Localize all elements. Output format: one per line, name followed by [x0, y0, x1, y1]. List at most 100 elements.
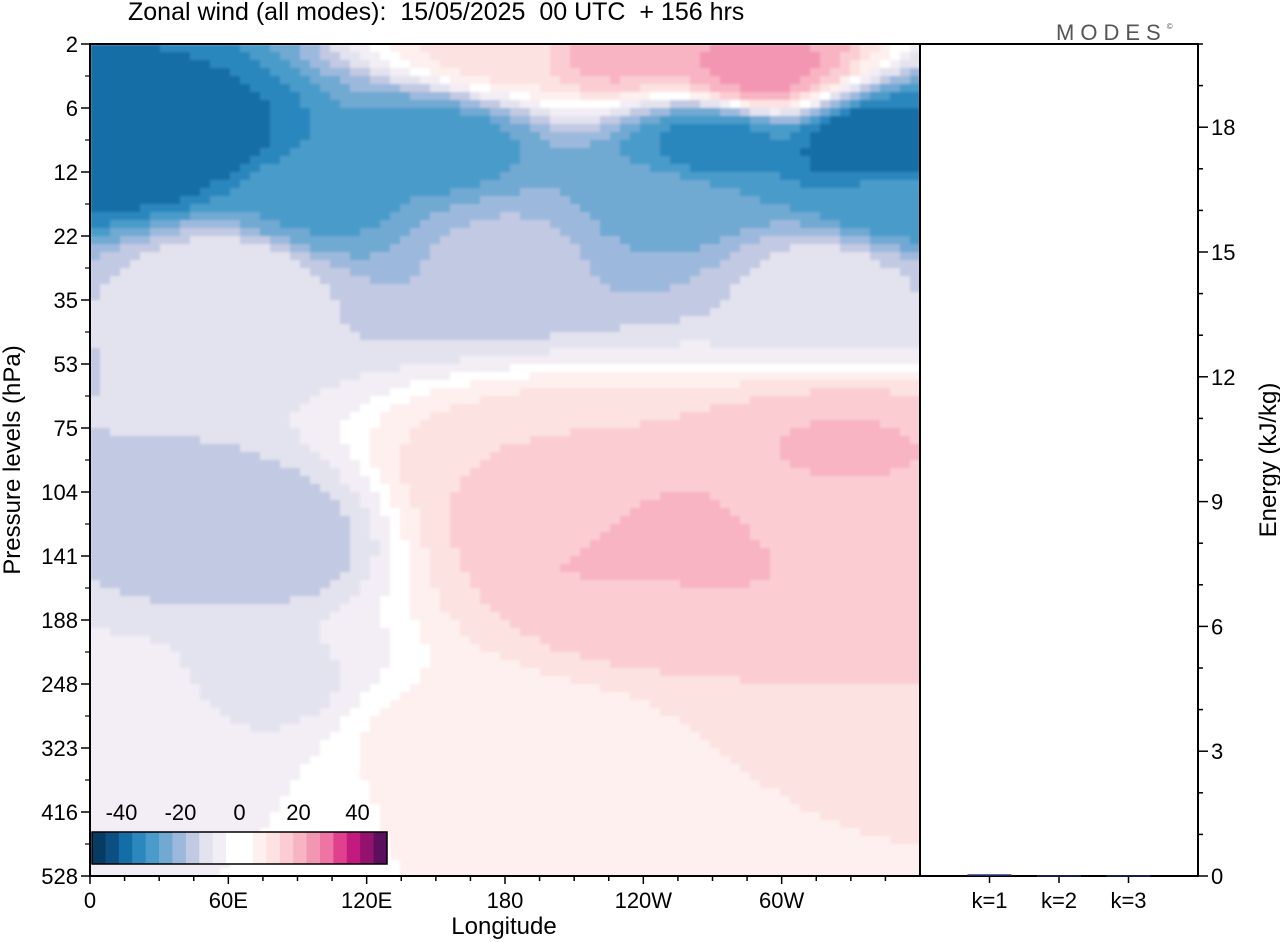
field-cell — [690, 380, 701, 389]
field-cell — [610, 412, 621, 421]
field-cell — [110, 308, 121, 317]
field-cell — [590, 364, 601, 373]
field-cell — [410, 92, 421, 101]
field-cell — [910, 428, 920, 437]
field-cell — [110, 388, 121, 397]
field-cell — [110, 116, 121, 125]
field-cell — [370, 516, 381, 525]
field-cell — [520, 300, 531, 309]
field-cell — [120, 388, 131, 397]
field-cell — [900, 340, 911, 349]
field-cell — [660, 316, 671, 325]
field-cell — [410, 468, 421, 477]
field-cell — [610, 508, 621, 517]
field-cell — [730, 228, 741, 237]
field-cell — [260, 244, 271, 253]
field-cell — [200, 140, 211, 149]
field-cell — [90, 332, 101, 341]
field-cell — [130, 324, 141, 333]
field-cell — [330, 348, 341, 357]
field-cell — [680, 468, 691, 477]
field-cell — [100, 476, 111, 485]
field-cell — [230, 52, 241, 61]
field-cell — [870, 508, 881, 517]
field-cell — [740, 412, 751, 421]
field-cell — [700, 500, 711, 509]
field-cell — [760, 324, 771, 333]
field-cell — [380, 228, 391, 237]
field-cell — [890, 428, 901, 437]
field-cell — [540, 316, 551, 325]
field-cell — [700, 52, 711, 61]
field-cell — [470, 476, 481, 485]
field-cell — [650, 372, 661, 381]
field-cell — [130, 500, 141, 509]
field-cell — [430, 164, 441, 173]
field-cell — [220, 44, 231, 53]
field-cell — [290, 492, 301, 501]
field-cell — [160, 340, 171, 349]
field-cell — [410, 460, 421, 469]
field-cell — [550, 212, 561, 221]
field-cell — [890, 388, 901, 397]
field-cell — [660, 116, 671, 125]
field-cell — [630, 492, 641, 501]
field-cell — [820, 292, 831, 301]
field-cell — [650, 412, 661, 421]
field-cell — [250, 76, 261, 85]
field-cell — [420, 324, 431, 333]
field-cell — [800, 188, 811, 197]
field-cell — [860, 252, 871, 261]
field-cell — [330, 244, 341, 253]
field-cell — [210, 164, 221, 173]
field-cell — [830, 428, 841, 437]
field-cell — [550, 516, 561, 525]
field-cell — [900, 276, 911, 285]
field-cell — [370, 124, 381, 133]
field-cell — [270, 476, 281, 485]
field-cell — [610, 460, 621, 469]
field-cell — [390, 452, 401, 461]
field-cell — [230, 428, 241, 437]
field-cell — [90, 196, 101, 205]
field-cell — [310, 372, 321, 381]
field-cell — [250, 460, 261, 469]
field-cell — [140, 292, 151, 301]
field-cell — [430, 300, 441, 309]
field-cell — [300, 372, 311, 381]
field-cell — [230, 380, 241, 389]
field-cell — [230, 276, 241, 285]
field-cell — [840, 404, 851, 413]
field-cell — [230, 492, 241, 501]
field-cell — [840, 196, 851, 205]
field-cell — [830, 468, 841, 477]
field-cell — [550, 252, 561, 261]
field-cell — [760, 60, 771, 69]
field-cell — [780, 244, 791, 253]
field-cell — [130, 332, 141, 341]
field-cell — [890, 116, 901, 125]
field-cell — [460, 116, 471, 125]
field-cell — [650, 476, 661, 485]
field-cell — [430, 236, 441, 245]
field-cell — [450, 220, 461, 229]
field-cell — [160, 108, 171, 117]
field-cell — [620, 140, 631, 149]
field-cell — [510, 44, 521, 53]
field-cell — [480, 308, 491, 317]
field-cell — [470, 172, 481, 181]
field-cell — [390, 204, 401, 213]
field-cell — [470, 308, 481, 317]
field-cell — [220, 308, 231, 317]
field-cell — [440, 468, 451, 477]
field-cell — [720, 188, 731, 197]
field-cell — [190, 76, 201, 85]
field-cell — [320, 220, 331, 229]
field-cell — [420, 156, 431, 165]
field-cell — [270, 92, 281, 101]
field-cell — [720, 396, 731, 405]
field-cell — [310, 116, 321, 125]
field-cell — [420, 132, 431, 141]
field-cell — [760, 284, 771, 293]
field-cell — [610, 204, 621, 213]
